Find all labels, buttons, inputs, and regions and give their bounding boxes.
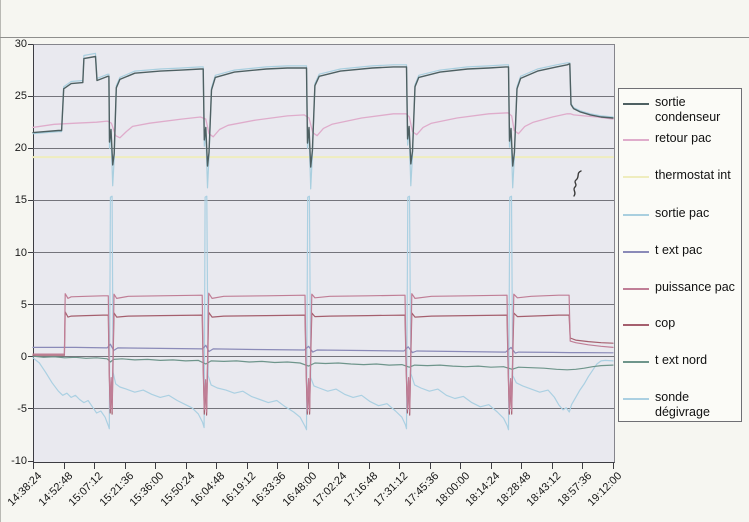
y-axis-label: 10 [14, 246, 27, 259]
series-line-retour-pac [32, 112, 614, 139]
y-axis-tick [28, 199, 33, 201]
y-axis-label: 0 [20, 350, 27, 363]
legend-swatch-line [623, 139, 649, 141]
y-axis-tick [28, 43, 33, 45]
legend-item-label: t ext nord [655, 353, 708, 367]
legend-swatch-line [623, 214, 649, 216]
legend-item-label: puissance pac [655, 280, 735, 294]
legend-item-label: cop [655, 316, 676, 330]
series-line-t-ext-pac [32, 343, 614, 354]
x-axis-tick [521, 462, 523, 469]
y-axis-label: -10 [11, 455, 27, 467]
y-axis-tick [28, 147, 33, 149]
top-rule-divider [0, 37, 749, 38]
y-axis-tick [28, 356, 33, 358]
x-axis-tick [63, 462, 65, 469]
x-axis-tick [185, 462, 187, 469]
y-axis-label: 30 [14, 38, 27, 50]
x-axis-tick [613, 462, 614, 469]
y-axis-label: 25 [14, 90, 27, 103]
legend: sortie condenseur retour pac thermostat in… [618, 88, 742, 422]
legend-swatch-line [623, 288, 649, 290]
x-axis-tick [490, 462, 492, 469]
x-axis-tick [338, 462, 340, 469]
chart-plot-area [33, 44, 615, 463]
legend-item-label: thermostat int [655, 168, 731, 182]
y-axis-tick [28, 95, 33, 97]
gridline [33, 199, 614, 201]
y-axis-tick [28, 408, 33, 410]
series-line-sortie-condenseur [32, 55, 614, 168]
x-axis-tick [399, 462, 401, 469]
gridline [33, 304, 614, 306]
x-axis-tick [246, 462, 248, 469]
x-axis-tick [94, 462, 96, 469]
legend-swatch-line [623, 361, 649, 363]
y-axis-tick [28, 304, 33, 306]
x-axis-tick [429, 462, 431, 469]
x-axis-tick [277, 462, 279, 469]
gridline [33, 408, 614, 410]
gridline [33, 147, 614, 149]
legend-swatch-line [623, 398, 649, 400]
legend-swatch-line [623, 103, 649, 105]
legend-item-label: sortie pac [655, 206, 710, 220]
x-axis-tick [582, 462, 584, 469]
x-axis-tick [124, 462, 126, 469]
y-axis-label: 15 [14, 194, 27, 207]
x-axis-tick [460, 462, 462, 469]
legend-swatch-line [623, 176, 649, 178]
legend-swatch-line [623, 251, 649, 253]
y-axis-tick [28, 252, 33, 253]
x-axis-tick [33, 462, 34, 469]
legend-item-label: t ext pac [655, 243, 703, 257]
x-axis-tick [551, 462, 553, 469]
x-axis-tick [216, 462, 218, 469]
legend-item-label: sortie condenseur [655, 95, 721, 124]
series-line-puissance-pac [32, 292, 614, 413]
legend-swatch-line [623, 324, 649, 326]
pen-mark-squiggle [573, 170, 582, 197]
legend-item-label: retour pac [655, 131, 712, 145]
series-line-sonde-dégivrage [32, 195, 614, 431]
y-axis-label: 20 [14, 142, 27, 155]
y-axis-tick [28, 460, 33, 462]
legend-item-label: sonde dégivrage [655, 390, 710, 419]
x-axis-tick [155, 462, 157, 469]
y-axis-label: -5 [17, 402, 27, 415]
y-axis-label: 5 [20, 298, 27, 311]
series-line-sortie-pac [32, 52, 614, 190]
scan-right-edge-line [0, 0, 1, 522]
gridline [33, 95, 614, 97]
x-axis-tick [307, 462, 309, 469]
gridline [33, 252, 614, 253]
series-line-t-ext-nord [32, 355, 614, 371]
gridline [33, 356, 614, 358]
x-axis-tick [368, 462, 370, 469]
